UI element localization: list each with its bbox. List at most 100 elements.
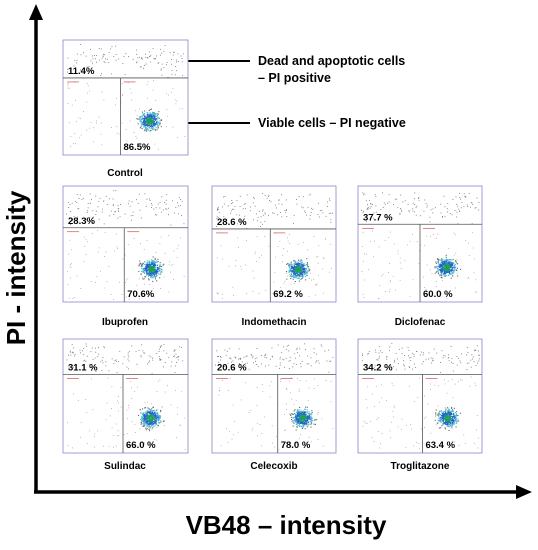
scatter-dot: [232, 202, 234, 204]
scatter-dot: [155, 272, 157, 274]
scatter-dot: [302, 421, 304, 423]
scatter-dot: [364, 422, 366, 424]
scatter-dot: [137, 147, 139, 149]
scatter-dot: [450, 420, 452, 422]
scatter-dot: [286, 389, 288, 390]
scatter-dot: [437, 271, 439, 273]
scatter-dot: [444, 266, 446, 268]
scatter-dot: [141, 263, 143, 265]
scatter-dot: [156, 270, 158, 272]
scatter-dot: [160, 119, 162, 121]
scatter-dot: [141, 424, 143, 426]
scatter-dot: [443, 262, 445, 264]
scatter-dot: [305, 380, 307, 382]
scatter-dot: [302, 273, 304, 275]
scatter-dot: [174, 74, 176, 76]
scatter-dot: [103, 347, 105, 349]
scatter-dot: [445, 270, 447, 272]
scatter-dot: [147, 264, 149, 266]
scatter-dot: [148, 420, 150, 422]
scatter-dot: [301, 260, 303, 261]
scatter-dot: [443, 275, 445, 277]
scatter-dot: [177, 205, 179, 207]
scatter-dot: [229, 430, 230, 432]
scatter-dot: [298, 409, 300, 411]
scatter-dot: [142, 123, 144, 125]
scatter-dot: [293, 422, 295, 424]
scatter-dot: [452, 199, 454, 200]
scatter-dot: [437, 262, 439, 264]
scatter-dot: [301, 273, 303, 275]
scatter-dot: [141, 417, 143, 419]
scatter-dot: [150, 116, 152, 118]
scatter-dot: [444, 379, 445, 381]
scatter-dot: [309, 418, 311, 420]
scatter-dot: [296, 417, 298, 419]
scatter-dot: [294, 357, 296, 359]
scatter-dot: [117, 430, 119, 432]
scatter-dot: [397, 253, 399, 255]
scatter-dot: [477, 345, 478, 347]
scatter-dot: [442, 415, 444, 417]
scatter-dot: [453, 232, 455, 234]
x-axis-title: VB48 – intensity: [186, 510, 387, 540]
scatter-dot: [454, 417, 456, 419]
scatter-dot: [166, 194, 168, 196]
scatter-dot: [380, 443, 381, 444]
scatter-dot: [455, 418, 457, 420]
scatter-dot: [297, 262, 299, 264]
scatter-dot: [437, 267, 439, 269]
scatter-dot: [119, 350, 121, 352]
scatter-dot: [444, 267, 446, 269]
annotation-dead-line2: – PI positive: [258, 71, 331, 85]
scatter-dot: [145, 121, 147, 123]
scatter-dot: [440, 265, 442, 267]
scatter-dot: [221, 298, 223, 299]
scatter-dot: [300, 267, 302, 269]
scatter-dot: [83, 236, 85, 238]
scatter-dot: [299, 418, 301, 420]
scatter-dot: [307, 418, 309, 420]
scatter-dot: [389, 288, 391, 290]
scatter-dot: [453, 266, 455, 268]
scatter-dot: [443, 195, 445, 197]
scatter-dot: [154, 114, 156, 116]
scatter-dot: [144, 283, 145, 285]
scatter-dot: [306, 411, 308, 413]
scatter-dot: [259, 257, 260, 258]
scatter-dot: [118, 361, 119, 363]
scatter-dot: [279, 362, 281, 364]
panel-caption: Ibuprofen: [102, 317, 148, 328]
scatter-dot: [296, 203, 298, 205]
scatter-dot: [150, 122, 152, 124]
scatter-dot: [459, 360, 461, 362]
scatter-dot: [148, 123, 150, 125]
scatter-dot: [300, 363, 301, 365]
scatter-dot: [156, 280, 158, 282]
scatter-dot: [146, 269, 148, 271]
scatter-dot: [154, 264, 156, 266]
scatter-dot: [432, 360, 434, 362]
scatter-dot: [452, 264, 454, 266]
scatter-dot: [278, 200, 280, 201]
scatter-dot: [103, 445, 104, 447]
scatter-dot: [149, 423, 151, 425]
scatter-dot: [148, 117, 150, 119]
scatter-dot: [217, 293, 219, 295]
scatter-dot: [173, 356, 174, 357]
scatter-dot: [295, 429, 297, 431]
scatter-dot: [113, 298, 115, 300]
scatter-dot: [131, 201, 133, 203]
scatter-dot: [151, 410, 153, 411]
scatter-dot: [151, 262, 153, 264]
scatter-dot: [165, 208, 167, 210]
scatter-dot: [291, 413, 293, 415]
scatter-dot: [92, 62, 93, 64]
scatter-dot: [316, 360, 317, 362]
scatter-dot: [380, 350, 381, 352]
scatter-dot: [144, 416, 146, 418]
scatter-dot: [148, 114, 150, 116]
scatter-dot: [441, 277, 443, 279]
scatter-dot: [298, 419, 300, 421]
scatter-dot: [297, 423, 299, 425]
